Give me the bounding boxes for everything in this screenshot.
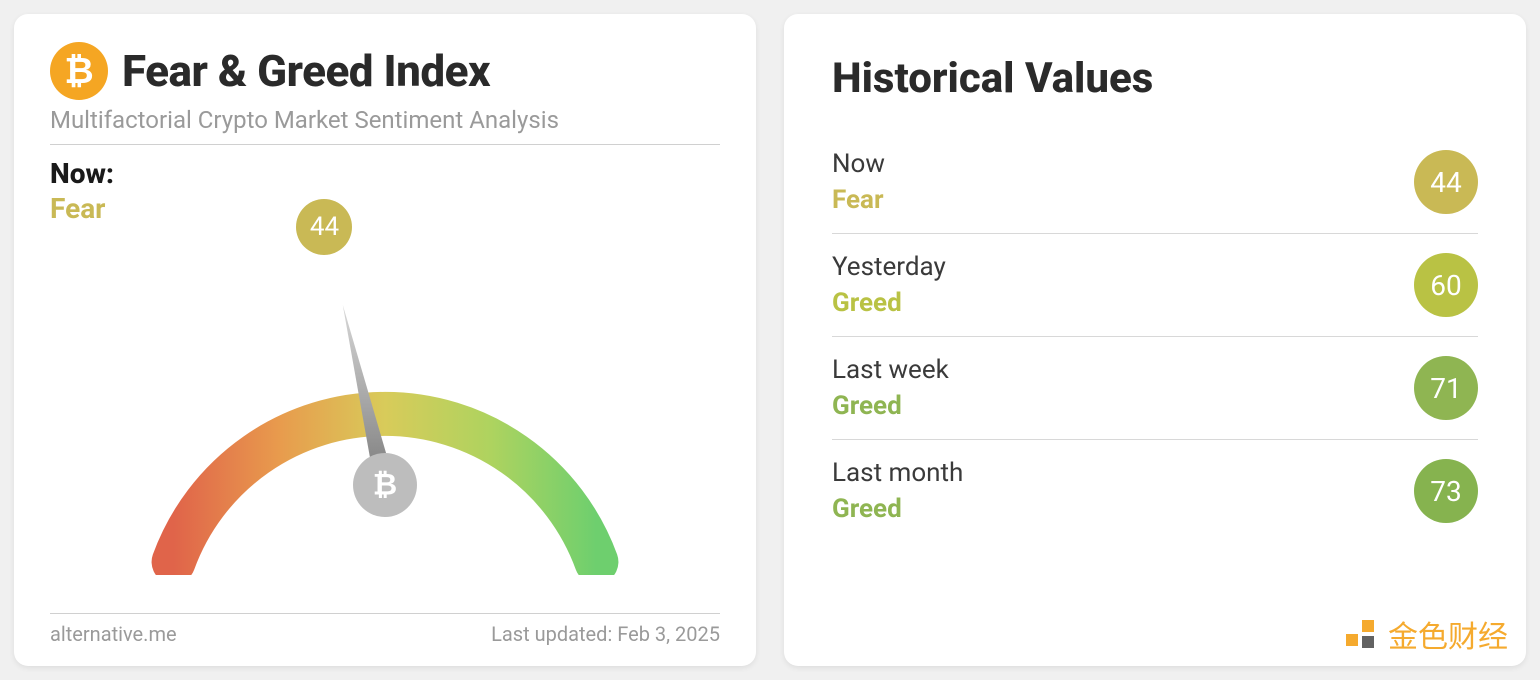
historical-item-left: Yesterday Greed [832,252,946,318]
historical-card: Historical Values Now Fear 44 Yesterday … [784,14,1526,666]
card-subtitle: Multifactorial Crypto Market Sentiment A… [50,106,720,134]
historical-item: Now Fear 44 [832,131,1478,234]
gauge-hub-icon: ₿ [373,468,397,503]
gauge-svg: ₿ [75,155,695,575]
historical-period: Last month [832,458,963,488]
historical-item-left: Last month Greed [832,458,963,524]
bitcoin-icon: ₿ [50,42,108,100]
fear-greed-card: ₿ Fear & Greed Index Multifactorial Cryp… [14,14,756,666]
historical-item-left: Now Fear [832,149,885,215]
historical-item-left: Last week Greed [832,355,949,421]
historical-value-badge: 60 [1414,253,1478,317]
watermark: 金色财经 [1344,612,1508,656]
historical-sentiment: Fear [832,185,885,215]
card-title: Fear & Greed Index [122,45,490,97]
footer-updated: Last updated: Feb 3, 2025 [491,622,720,646]
historical-sentiment: Greed [832,494,963,524]
historical-sentiment: Greed [832,391,949,421]
watermark-icon [1344,616,1380,652]
divider [50,144,720,145]
historical-value-badge: 73 [1414,459,1478,523]
historical-sentiment: Greed [832,288,946,318]
historical-period: Now [832,149,885,179]
historical-item: Last month Greed 73 [832,440,1478,542]
divider [50,613,720,614]
historical-value-badge: 71 [1414,356,1478,420]
historical-item: Yesterday Greed 60 [832,234,1478,337]
watermark-text: 金色财经 [1388,612,1508,656]
historical-title: Historical Values [820,54,1490,103]
historical-value-badge: 44 [1414,150,1478,214]
historical-list: Now Fear 44 Yesterday Greed 60 Last week… [820,131,1490,542]
card-footer: alternative.me Last updated: Feb 3, 2025 [50,622,720,646]
historical-item: Last week Greed 71 [832,337,1478,440]
historical-period: Last week [832,355,949,385]
historical-period: Yesterday [832,252,946,282]
card-header: ₿ Fear & Greed Index [50,42,720,100]
gauge: ₿ 44 [50,155,720,603]
footer-source: alternative.me [50,622,177,646]
gauge-value: 44 [310,212,339,242]
